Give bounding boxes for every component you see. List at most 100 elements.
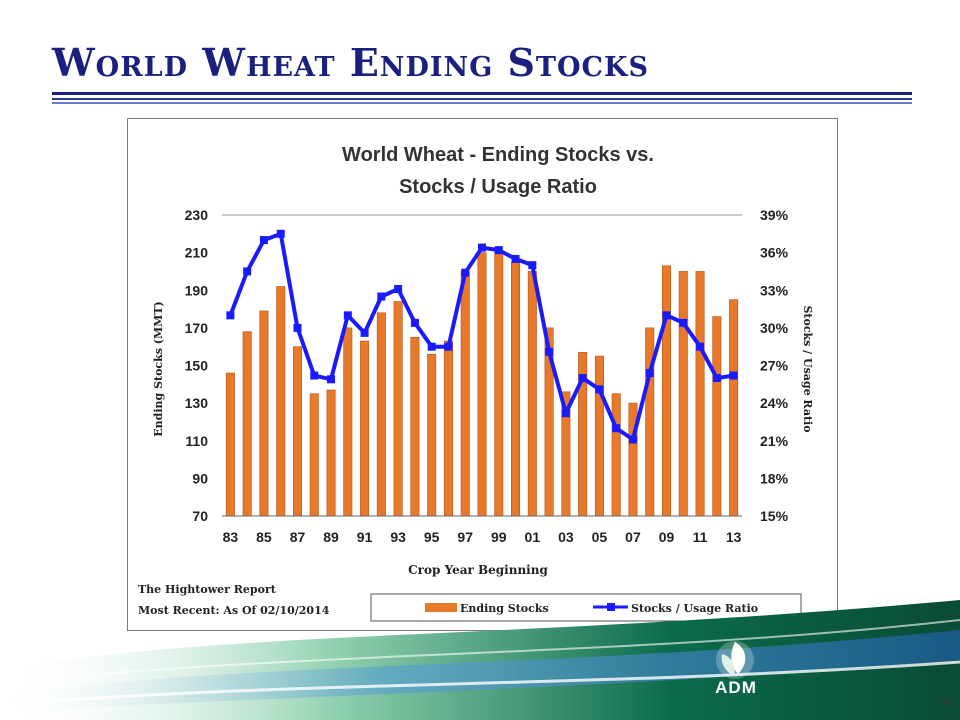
point-stocks-usage [444,342,453,351]
y2-tick-label: 36% [760,245,789,261]
x-tick-label: 97 [457,529,473,545]
x-tick-label: 03 [558,529,574,545]
x-tick-label: 09 [659,529,675,545]
point-stocks-usage [410,318,419,327]
x-tick-label: 89 [323,529,339,545]
point-stocks-usage [293,323,302,332]
bar-ending-stocks [594,355,604,517]
wheat-stocks-chart: World Wheat - Ending Stocks vs. Stocks /… [138,144,814,622]
point-stocks-usage [327,375,336,384]
x-axis-label: Crop Year Beginning [408,563,548,577]
bar-ending-stocks [729,299,739,517]
point-stocks-usage [226,311,235,320]
bar-ending-stocks [527,271,537,517]
point-stocks-usage [712,374,721,383]
x-tick-label: 93 [390,529,406,545]
y-tick-label: 90 [192,470,208,486]
x-tick-label: 13 [726,529,742,545]
legend-swatch-bars [425,603,457,612]
x-tick-label: 01 [525,529,541,545]
x-tick-label: 87 [290,529,306,545]
point-stocks-usage [360,328,369,337]
chart-title-line2: Stocks / Usage Ratio [399,176,597,198]
bar-ending-stocks [477,252,487,517]
bar-ending-stocks [376,312,386,517]
chart-legend: Ending Stocks Stocks / Usage Ratio [370,593,802,622]
y2-axis-label: Stocks / Usage Ratio [801,305,814,432]
bar-ending-stocks [611,393,621,517]
bar-ending-stocks [511,261,521,517]
source-note: The Hightower Report [138,583,277,596]
y-tick-label: 70 [192,508,208,524]
point-stocks-usage [427,342,436,351]
y-tick-label: 170 [185,320,209,336]
bar-ending-stocks [276,286,286,517]
bar-ending-stocks [360,340,370,517]
date-note: Most Recent: As Of 02/10/2014 [138,604,330,617]
bar-ending-stocks [393,301,403,517]
x-tick-label: 91 [357,529,373,545]
title-rule [52,102,912,104]
y-tick-label: 210 [185,245,209,261]
y2-tick-label: 18% [760,470,789,486]
point-stocks-usage [545,347,554,356]
legend-swatch-marker [607,603,615,611]
chart-frame: World Wheat - Ending Stocks vs. Stocks /… [127,118,838,631]
y-tick-label: 130 [185,395,209,411]
bar-ending-stocks [225,372,235,517]
x-tick-label: 95 [424,529,440,545]
point-stocks-usage [243,267,252,276]
x-tick-label: 11 [693,529,708,545]
bar-ending-stocks [309,393,319,517]
y2-tick-label: 39% [760,207,789,223]
point-stocks-usage [628,435,637,444]
logo-text: ADM [715,678,757,697]
slide-title: World Wheat Ending Stocks [52,40,649,85]
decorative-swoosh [0,600,960,720]
bar-ending-stocks [427,353,437,517]
page-number: 48 [940,697,952,708]
y2-tick-label: 27% [760,358,789,374]
point-stocks-usage [612,424,621,433]
point-stocks-usage [561,409,570,418]
bar-ending-stocks [712,316,722,517]
point-stocks-usage [259,236,268,245]
point-stocks-usage [595,385,604,394]
point-stocks-usage [528,261,537,270]
point-stocks-usage [461,268,470,277]
point-stocks-usage [310,371,319,380]
bar-ending-stocks [494,252,504,517]
x-tick-label: 85 [256,529,272,545]
title-rule [52,98,912,100]
y-tick-label: 190 [185,282,209,298]
point-stocks-usage [729,371,738,380]
point-stocks-usage [662,311,671,320]
y2-tick-label: 30% [760,320,789,336]
bar-ending-stocks [695,271,705,517]
adm-logo-icon [716,641,754,679]
bar-ending-stocks [259,310,269,517]
point-stocks-usage [494,246,503,255]
point-stocks-usage [645,369,654,378]
legend-label-stocks-usage: Stocks / Usage Ratio [631,602,758,615]
bar-ending-stocks [460,271,470,517]
x-tick-label: 99 [491,529,507,545]
x-tick-label: 05 [592,529,608,545]
bar-ending-stocks [326,389,336,517]
point-stocks-usage [696,342,705,351]
legend-label-ending-stocks: Ending Stocks [460,602,549,615]
x-tick-label: 83 [223,529,239,545]
y-tick-label: 230 [185,207,209,223]
point-stocks-usage [478,243,486,252]
y2-tick-label: 33% [760,282,789,298]
point-stocks-usage [343,311,352,320]
point-stocks-usage [377,292,386,301]
bar-ending-stocks [292,346,302,517]
bar-ending-stocks [343,327,353,517]
y2-tick-label: 21% [760,433,789,449]
bar-ending-stocks [443,340,453,517]
bar-ending-stocks [662,265,672,517]
point-stocks-usage [578,374,587,383]
bar-ending-stocks [242,331,252,517]
chart-title-line1: World Wheat - Ending Stocks vs. [342,144,654,166]
